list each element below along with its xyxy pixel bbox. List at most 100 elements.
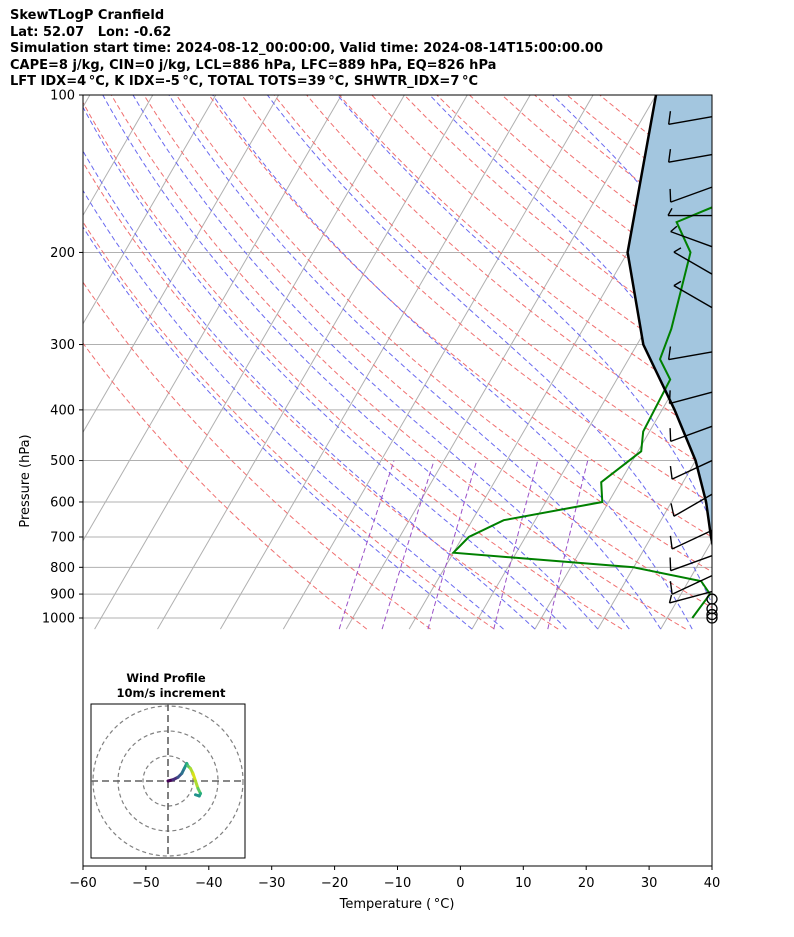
y-tick-label: 700 [50,530,75,545]
moist-adiabat [83,189,504,630]
time-line: Simulation start time: 2024-08-12_00:00:… [10,41,603,56]
x-tick-label: −10 [384,876,411,891]
barb-staff [673,285,713,309]
moist-adiabat [83,150,536,630]
isotherm [597,431,712,630]
moist-adiabat [102,95,599,630]
moist-adiabat [266,95,712,605]
isotherm [83,95,217,325]
barb-flag [668,594,673,604]
hodograph-segment [194,793,201,798]
wind-barb [669,575,713,595]
isotherm [157,95,468,630]
x-tick-label: −20 [321,876,348,891]
dry-adiabat [83,221,495,630]
wind-barb [667,346,713,361]
barb-staff [669,590,713,604]
x-tick-label: −60 [69,876,96,891]
y-tick-label: 100 [50,89,75,104]
moist-adiabat [212,95,693,630]
barb-staff [671,459,713,480]
mixing-ratio-line [338,460,395,630]
moist-adiabat [336,95,712,524]
y-tick-label: 600 [50,495,75,510]
hodograph-subtitle: 10m/s increment [117,686,226,700]
isotherm [94,95,405,630]
wind-barb [669,555,713,572]
dry-adiabat [83,342,368,630]
barb-flag [667,207,673,216]
barb-staff [671,529,713,550]
isotherm [83,95,154,217]
dewpoint-line [451,206,712,619]
isotherm [282,95,594,630]
isotherm [83,95,280,434]
dry-adiabat [306,95,712,440]
wind-barb [673,280,713,309]
barb-flag [673,280,682,287]
barb-flag [667,149,672,163]
x-tick-label: −50 [132,876,159,891]
indices-line-2: LFT IDX=4 °C, K IDX=-5 °C, TOTAL TOTS=39… [10,74,478,89]
y-tick-label: 800 [50,561,75,576]
moist-adiabat [168,95,662,630]
x-tick-label: 40 [704,876,721,891]
x-tick-label: 20 [578,876,595,891]
wind-barb [667,111,713,125]
y-tick-label: 1000 [42,612,75,627]
barb-flag [667,111,672,125]
mixing-ratio-line [381,460,435,630]
wind-barb [668,590,713,604]
dry-adiabat [143,95,712,609]
dry-adiabat [83,161,559,630]
x-tick-label: −40 [195,876,222,891]
barb-flag [670,503,675,517]
wind-barb [673,247,713,275]
moist-adiabat [132,95,630,630]
barb-staff [670,186,713,203]
wind-barb [669,425,713,443]
isotherm [83,95,343,542]
barb-flag [673,247,682,253]
location-line: Lat: 52.07 Lon: -0.62 [10,24,172,40]
moist-adiabat [83,106,567,630]
isotherm [345,95,657,630]
dry-adiabat [208,95,712,538]
cape-area [627,95,712,542]
wind-barb [668,390,713,405]
isotherm [471,214,712,630]
wind-barb [669,186,713,203]
y-tick-label: 300 [50,338,75,353]
dry-adiabat [110,95,686,630]
wind-barb [667,207,712,217]
barb-staff [670,555,713,572]
barb-staff [670,230,713,248]
barb-flag [669,188,672,203]
wind-barb [670,493,713,517]
barb-flag [669,535,673,550]
x-tick-label: 30 [641,876,658,891]
barb-staff [673,251,713,275]
wind-barb [669,529,713,550]
barb-staff [668,153,713,163]
y-tick-label: 400 [50,403,75,418]
isotherm [219,95,531,630]
barb-staff [669,391,713,405]
barb-flag [669,428,672,442]
dry-adiabat [241,95,712,504]
parcel-line [626,95,712,548]
dry-adiabat [175,95,712,573]
wind-barb [669,459,713,480]
barb-flag [669,581,673,595]
barb-staff [668,351,713,361]
moist-adiabat [83,226,473,630]
x-axis-label: Temperature ( °C) [339,897,455,912]
dry-adiabat [273,95,712,472]
wind-barb [670,225,713,248]
hodograph-title: Wind Profile [126,671,206,685]
wind-barb [667,149,713,163]
barb-flag [668,390,671,404]
barb-flag [670,225,678,233]
